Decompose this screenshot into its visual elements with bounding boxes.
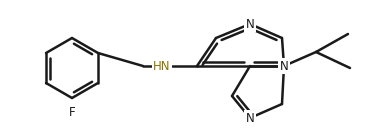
Text: N: N xyxy=(246,18,254,31)
Text: N: N xyxy=(246,111,254,124)
Text: N: N xyxy=(280,60,288,73)
Text: F: F xyxy=(69,106,75,118)
Text: HN: HN xyxy=(153,60,171,73)
